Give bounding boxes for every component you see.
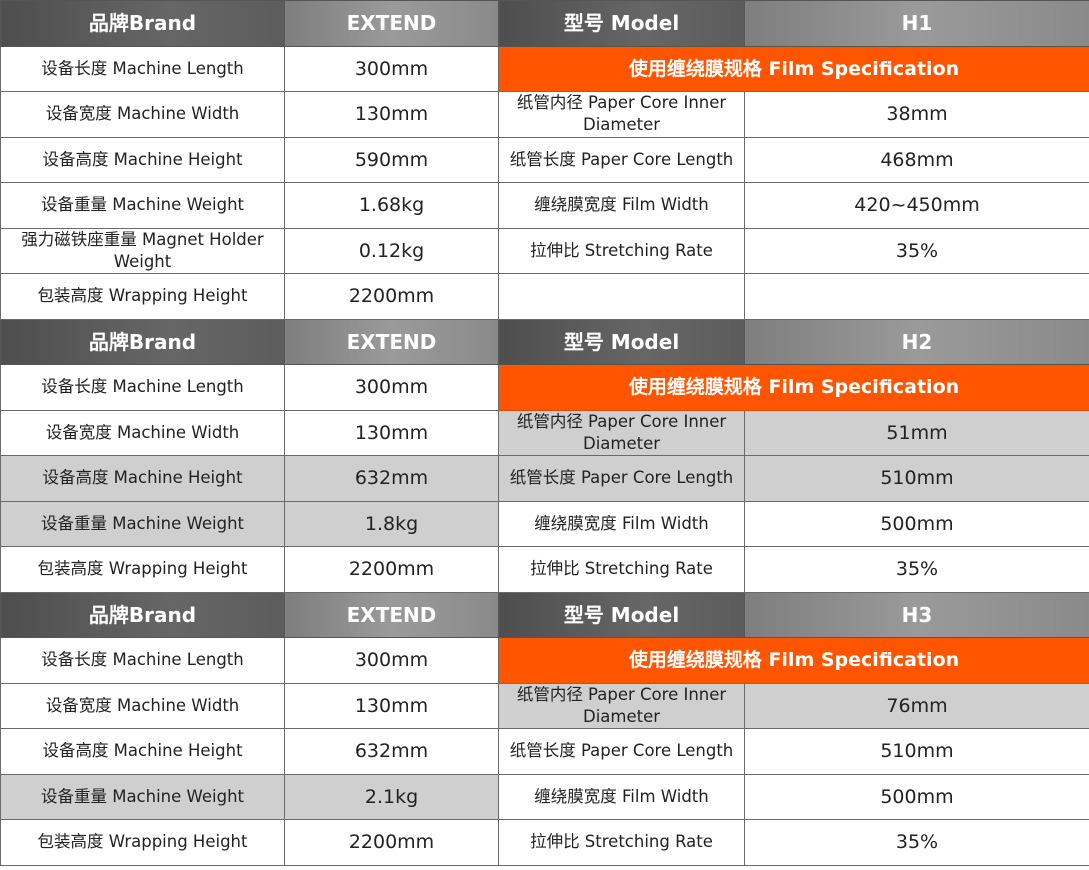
brand-label: 品牌Brand <box>0 318 285 365</box>
film-spec-value: 468mm <box>744 136 1089 183</box>
spec-label: 设备重量 Machine Weight <box>0 182 285 229</box>
model-value: H1 <box>744 0 1089 47</box>
spec-label: 设备高度 Machine Height <box>0 136 285 183</box>
spec-label: 包装高度 Wrapping Height <box>0 819 285 866</box>
spec-label: 设备长度 Machine Length <box>0 637 285 684</box>
spec-value: 2200mm <box>284 273 499 320</box>
spec-label: 设备重量 Machine Weight <box>0 773 285 820</box>
spec-label: 设备重量 Machine Weight <box>0 500 285 547</box>
film-spec-heading: 使用缠绕膜规格 Film Specification <box>498 364 1089 411</box>
table-row: 设备长度 Machine Length 300mm 使用缠绕膜规格 Film Spe… <box>0 45 1089 92</box>
film-spec-label: 拉伸比 Stretching Rate <box>498 819 745 866</box>
spec-value: 632mm <box>284 728 499 775</box>
table-row: 设备高度 Machine Height 590mm 纸管长度 Paper Core … <box>0 136 1089 183</box>
spec-value: 130mm <box>284 682 499 729</box>
spec-value: 590mm <box>284 136 499 183</box>
film-spec-label: 纸管长度 Paper Core Length <box>498 136 745 183</box>
film-spec-value: 500mm <box>744 500 1089 547</box>
film-spec-value: 510mm <box>744 455 1089 502</box>
film-spec-label: 纸管内径 Paper Core Inner Diameter <box>498 409 745 456</box>
spec-value: 300mm <box>284 45 499 92</box>
spec-label: 设备长度 Machine Length <box>0 45 285 92</box>
film-spec-label: 缠绕膜宽度 Film Width <box>498 182 745 229</box>
table-row: 设备高度 Machine Height 632mm 纸管长度 Paper Core … <box>0 728 1089 775</box>
brand-value: EXTEND <box>284 318 499 365</box>
spec-label: 设备高度 Machine Height <box>0 455 285 502</box>
table-row: 设备重量 Machine Weight 1.8kg 缠绕膜宽度 Film Width… <box>0 500 1089 547</box>
spec-value: 1.68kg <box>284 182 499 229</box>
spec-value: 0.12kg <box>284 227 499 274</box>
table-row: 包装高度 Wrapping Height 2200mm 拉伸比 Stretching… <box>0 819 1089 866</box>
film-spec-heading: 使用缠绕膜规格 Film Specification <box>498 45 1089 92</box>
header-row: 品牌Brand EXTEND 型号 Model H3 <box>0 591 1089 638</box>
table-row: 设备重量 Machine Weight 1.68kg 缠绕膜宽度 Film Widt… <box>0 182 1089 229</box>
table-row: 设备重量 Machine Weight 2.1kg 缠绕膜宽度 Film Width… <box>0 773 1089 820</box>
film-spec-value: 500mm <box>744 773 1089 820</box>
spec-label: 设备高度 Machine Height <box>0 728 285 775</box>
brand-label: 品牌Brand <box>0 0 285 47</box>
film-spec-value: 35% <box>744 819 1089 866</box>
spec-label: 设备长度 Machine Length <box>0 364 285 411</box>
film-spec-value: 38mm <box>744 91 1089 138</box>
spec-label: 设备宽度 Machine Width <box>0 682 285 729</box>
model-label: 型号 Model <box>498 0 745 47</box>
brand-label: 品牌Brand <box>0 591 285 638</box>
table-row: 设备高度 Machine Height 632mm 纸管长度 Paper Core … <box>0 455 1089 502</box>
spec-value: 130mm <box>284 91 499 138</box>
film-spec-label: 缠绕膜宽度 Film Width <box>498 773 745 820</box>
film-spec-value: 35% <box>744 227 1089 274</box>
spec-label: 包装高度 Wrapping Height <box>0 546 285 593</box>
spec-label: 包装高度 Wrapping Height <box>0 273 285 320</box>
film-spec-value: 35% <box>744 546 1089 593</box>
film-spec-label: 纸管内径 Paper Core Inner Diameter <box>498 91 745 138</box>
spec-value: 2.1kg <box>284 773 499 820</box>
table-row: 强力磁铁座重量 Magnet Holder Weight 0.12kg 拉伸比 St… <box>0 227 1089 274</box>
table-row: 设备宽度 Machine Width 130mm 纸管内径 Paper Core I… <box>0 409 1089 456</box>
film-spec-value: 510mm <box>744 728 1089 775</box>
spec-value: 130mm <box>284 409 499 456</box>
spec-value: 2200mm <box>284 819 499 866</box>
header-row: 品牌Brand EXTEND 型号 Model H2 <box>0 318 1089 365</box>
model-label: 型号 Model <box>498 318 745 365</box>
header-row: 品牌Brand EXTEND 型号 Model H1 <box>0 0 1089 47</box>
spec-label: 设备宽度 Machine Width <box>0 409 285 456</box>
film-spec-label: 拉伸比 Stretching Rate <box>498 546 745 593</box>
spec-value: 300mm <box>284 364 499 411</box>
model-label: 型号 Model <box>498 591 745 638</box>
spec-value: 300mm <box>284 637 499 684</box>
film-spec-value: 420~450mm <box>744 182 1089 229</box>
spec-value: 632mm <box>284 455 499 502</box>
model-value: H3 <box>744 591 1089 638</box>
film-spec-heading: 使用缠绕膜规格 Film Specification <box>498 637 1089 684</box>
brand-value: EXTEND <box>284 591 499 638</box>
spec-value: 1.8kg <box>284 500 499 547</box>
table-row: 设备长度 Machine Length 300mm 使用缠绕膜规格 Film Spe… <box>0 364 1089 411</box>
film-spec-label: 纸管长度 Paper Core Length <box>498 728 745 775</box>
table-row: 设备宽度 Machine Width 130mm 纸管内径 Paper Core I… <box>0 91 1089 138</box>
film-spec-value: 51mm <box>744 409 1089 456</box>
table-row: 设备长度 Machine Length 300mm 使用缠绕膜规格 Film Spe… <box>0 637 1089 684</box>
model-value: H2 <box>744 318 1089 365</box>
table-row: 包装高度 Wrapping Height 2200mm 拉伸比 Stretching… <box>0 546 1089 593</box>
spec-value: 2200mm <box>284 546 499 593</box>
table-row: 包装高度 Wrapping Height 2200mm <box>0 273 1089 320</box>
film-spec-label <box>498 273 745 320</box>
film-spec-label: 拉伸比 Stretching Rate <box>498 227 745 274</box>
film-spec-label: 纸管长度 Paper Core Length <box>498 455 745 502</box>
film-spec-value: 76mm <box>744 682 1089 729</box>
brand-value: EXTEND <box>284 0 499 47</box>
film-spec-label: 纸管内径 Paper Core Inner Diameter <box>498 682 745 729</box>
spec-label: 强力磁铁座重量 Magnet Holder Weight <box>0 227 285 274</box>
table-row: 设备宽度 Machine Width 130mm 纸管内径 Paper Core I… <box>0 682 1089 729</box>
film-spec-label: 缠绕膜宽度 Film Width <box>498 500 745 547</box>
film-spec-value <box>744 273 1089 320</box>
spec-label: 设备宽度 Machine Width <box>0 91 285 138</box>
